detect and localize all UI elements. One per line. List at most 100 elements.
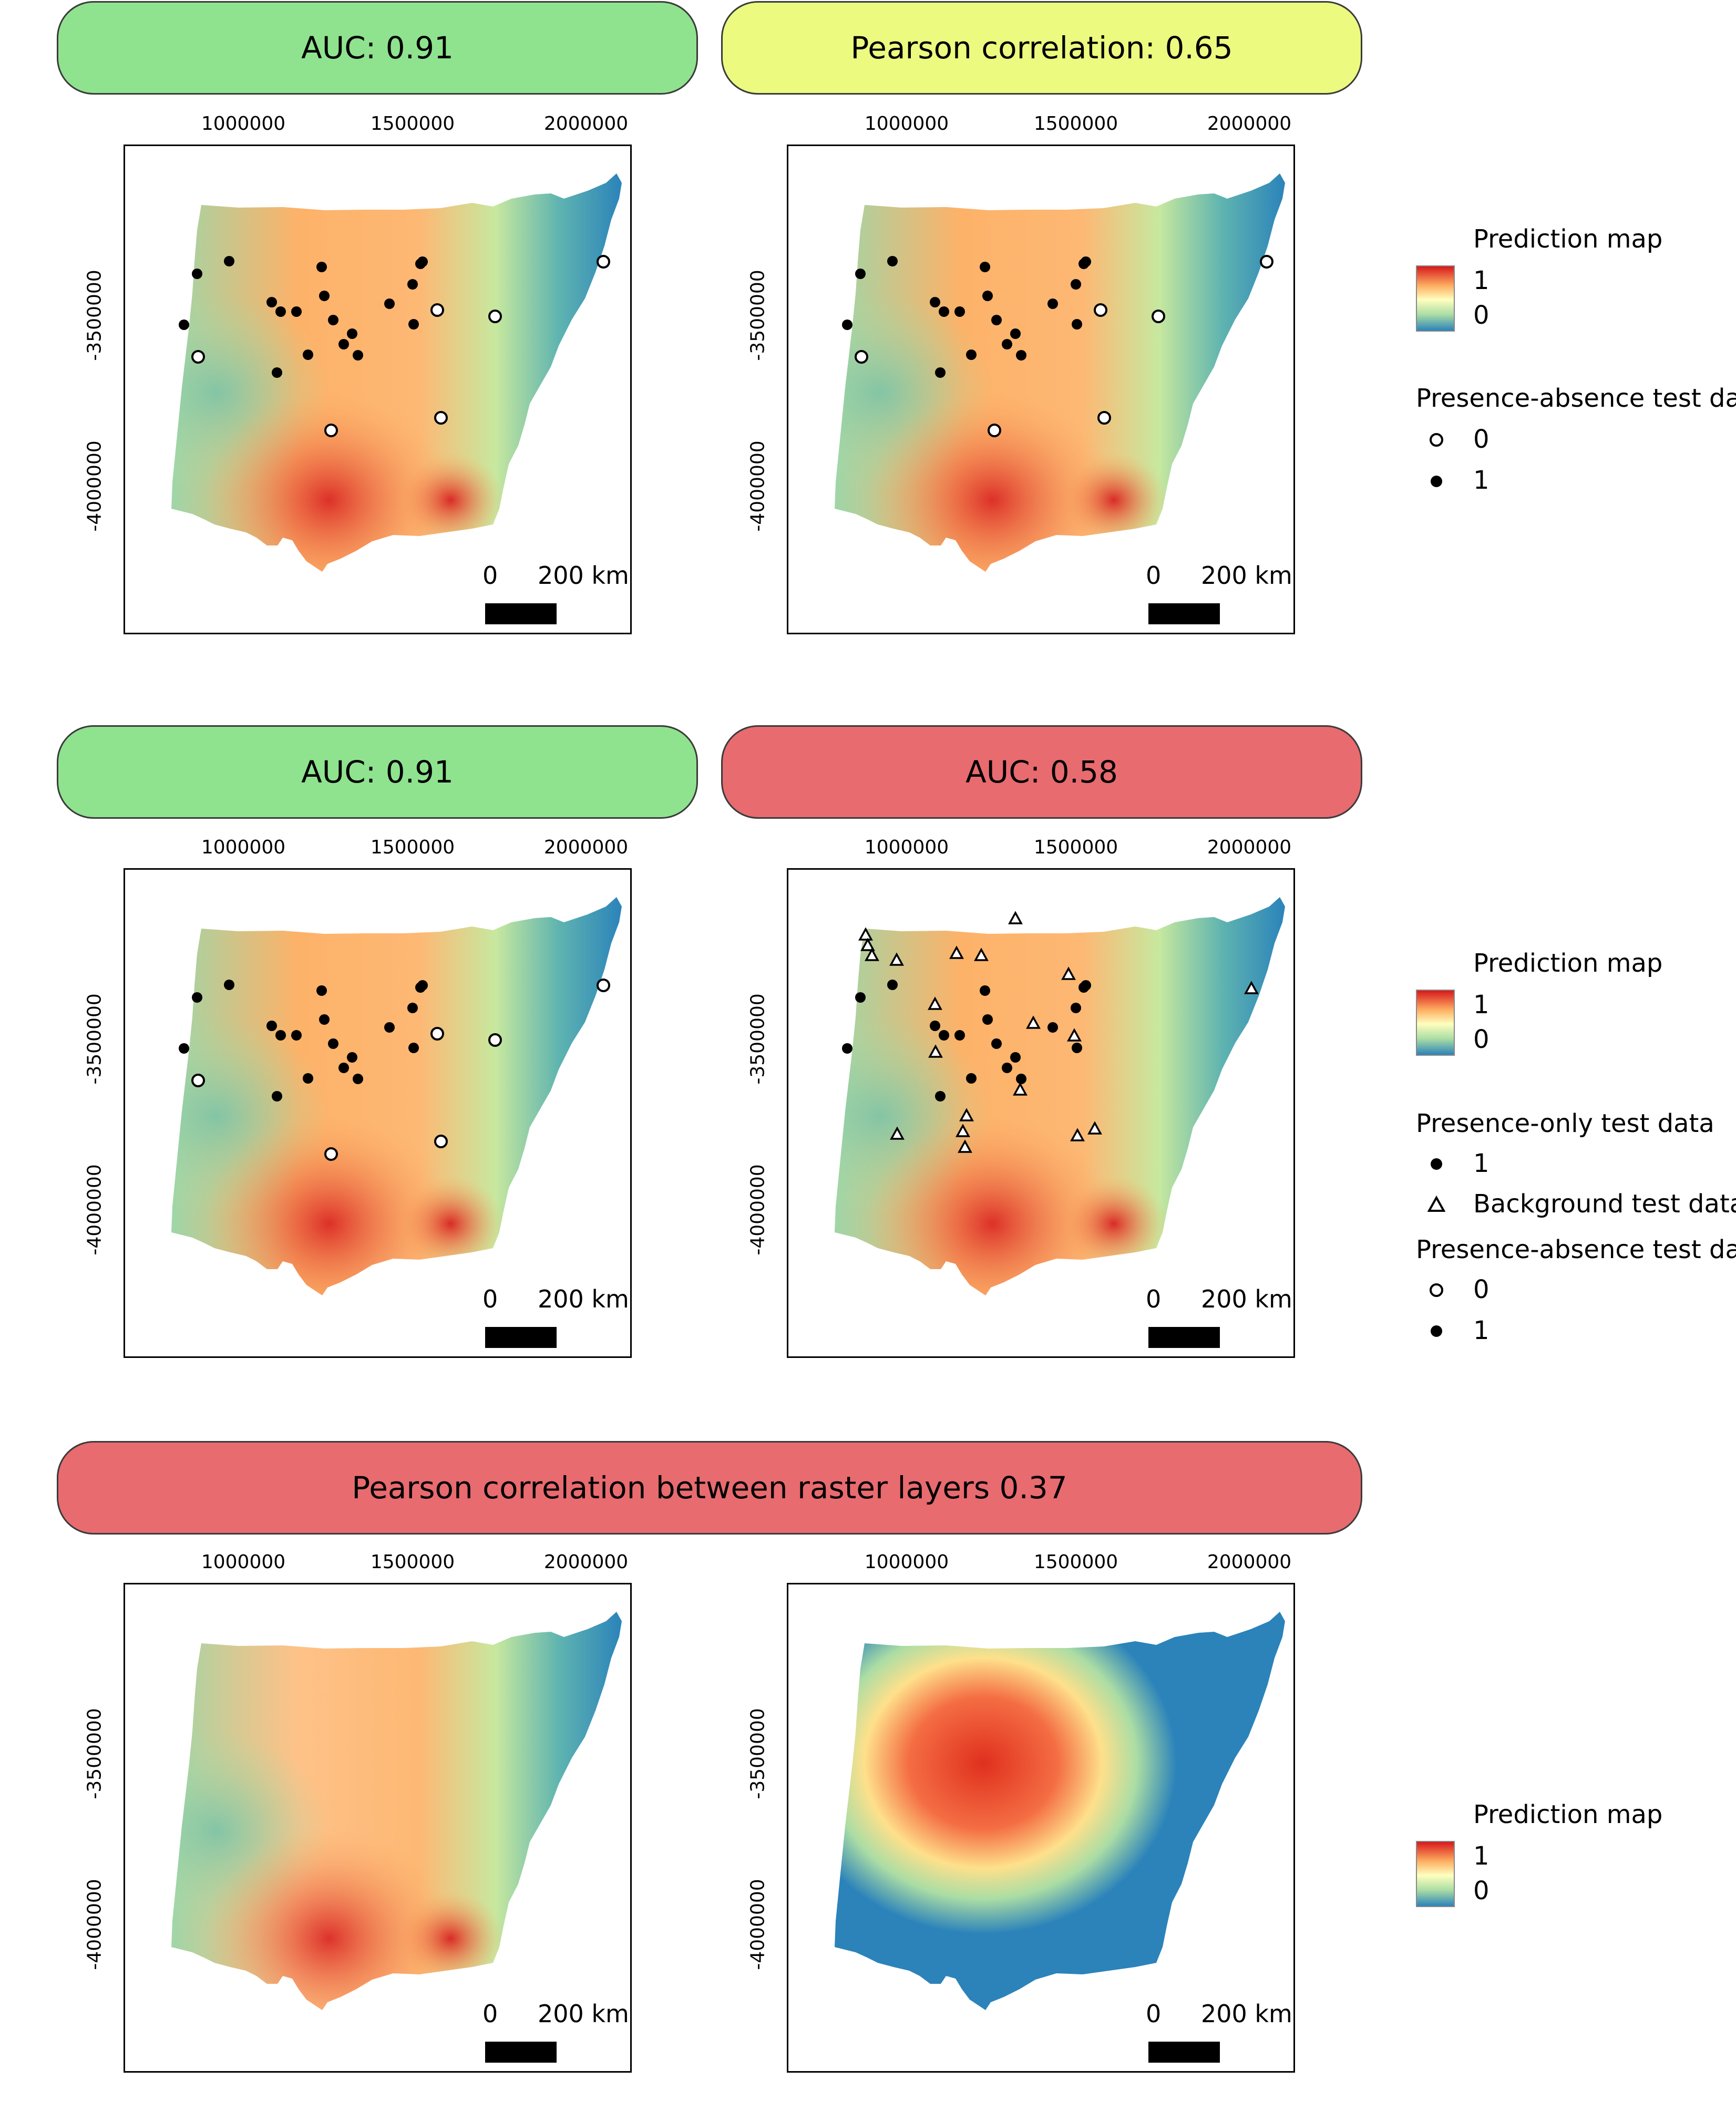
absence-point-marker [988,424,1001,437]
presence-point-marker [1047,298,1058,309]
y-tick-label: -4000000 [84,1879,106,1970]
presence-point-marker [272,1091,282,1101]
x-tick-label: 1000000 [864,113,949,135]
absence-point-marker [1097,411,1111,425]
scalebar-zero-label: 0 [1146,561,1162,590]
presence-point-marker [319,291,330,301]
background-point-marker [928,996,942,1010]
scalebar-length-label: 200 km [1201,1285,1292,1313]
presence-point-marker [980,985,990,996]
presence-point-marker [328,315,338,325]
prediction-low-label-2: 0 [1473,1025,1490,1054]
background-triangle-icon [1427,1196,1445,1212]
presence-point-marker [224,256,234,266]
y-tick-label: -3500000 [84,270,106,361]
scalebar-bar [485,2042,557,2063]
presence-point-marker [1047,1022,1058,1033]
background-point-marker [1087,1121,1102,1135]
absence-point-marker [324,1147,338,1161]
prediction-low-label-3: 0 [1473,1876,1490,1906]
prediction-color-ramp-2 [1416,990,1455,1056]
background-point-marker [865,948,879,961]
absence-point-marker [1152,310,1165,323]
scalebar-bar [1148,603,1220,624]
scalebar-zero-label: 0 [482,561,498,590]
presence-point-marker [291,306,302,317]
prediction-map-legend-title-3: Prediction map [1473,1800,1663,1829]
presence-point-marker [316,985,327,996]
presence-point-marker [935,367,946,378]
presence-point-marker [1072,319,1082,330]
presence-point-marker [887,980,898,990]
presence-label-2: 1 [1473,1316,1490,1345]
presence-point-marker [408,319,419,330]
presence-dot-icon [1431,476,1442,487]
presence-point-marker [935,1091,946,1101]
presence-point-marker [291,1030,302,1041]
absence-point-marker [597,979,610,992]
presence-point-marker [1010,1052,1021,1063]
presence-point-marker [1078,982,1089,993]
prediction-high-label: 1 [1473,266,1490,295]
background-point-marker [1008,911,1023,924]
background-point-marker [858,927,873,941]
absence-point-marker [488,310,502,323]
x-tick-label: 2000000 [1207,1551,1292,1573]
raster-correlation-title-text: Pearson correlation between raster layer… [352,1470,1067,1506]
scalebar-zero-label: 0 [1146,2000,1162,2028]
scalebar-bar [1148,1327,1220,1348]
absence-point-marker [1094,303,1107,317]
auc-title-text: AUC: 0.91 [301,30,454,66]
x-tick-label: 1000000 [864,1551,949,1573]
background-point-marker [1070,1128,1085,1141]
y-tick-label: -4000000 [84,440,106,532]
presence-point-marker [991,1038,1002,1049]
x-tick-label: 2000000 [543,1551,629,1573]
background-label: Background test data [1473,1189,1736,1219]
absence-point-marker [324,424,338,437]
presence-point-marker [966,1073,977,1084]
presence-point-marker [939,306,949,317]
presence-point-marker [842,1043,852,1054]
y-tick-label: -4000000 [747,1879,769,1970]
scalebar-bar [1148,2042,1220,2063]
x-tick-label: 2000000 [1207,113,1292,135]
presence-point-marker [982,291,993,301]
presence-point-marker [887,256,898,266]
presence-point-marker [1016,350,1026,361]
absence-point-marker [1260,255,1273,269]
absence-point-marker [191,1074,205,1087]
background-point-marker [890,1126,905,1140]
background-point-marker [889,952,904,966]
prediction-high-label-3: 1 [1473,1841,1490,1871]
background-point-marker [928,1044,943,1058]
background-point-marker [959,1108,974,1121]
presence-point-marker [384,1022,395,1033]
presence-point-marker [1002,339,1012,349]
prediction-map-legend-title: Prediction map [1473,224,1663,254]
presence-point-marker [303,349,313,360]
background-point-marker [1244,981,1259,994]
absence-point-marker [434,411,448,425]
map-frame: 0 200 km [787,868,1295,1358]
x-tick-label: 1500000 [1033,837,1118,858]
absence-point-marker [191,350,205,364]
presence-point-marker [415,259,426,269]
scalebar-length-label: 200 km [1201,2000,1292,2028]
presence-point-marker [319,1014,330,1025]
presence-point-marker [338,1063,349,1073]
map-frame: 0 200 km [787,145,1295,634]
presence-point-marker [939,1030,949,1041]
x-tick-label: 1500000 [370,1551,455,1573]
absence-label-2: 0 [1473,1275,1490,1304]
presence-point-marker [954,306,965,317]
presence-point-marker [224,980,234,990]
scalebar-zero-label: 0 [482,2000,498,2028]
absence-point-marker [488,1033,502,1047]
presence-point-marker [347,328,357,339]
scalebar-zero-label: 0 [482,1285,498,1313]
presence-point-marker [192,269,202,279]
presence-point-marker [982,1014,993,1025]
presence-point-marker [353,1074,363,1084]
scalebar-length-label: 200 km [538,1285,629,1313]
